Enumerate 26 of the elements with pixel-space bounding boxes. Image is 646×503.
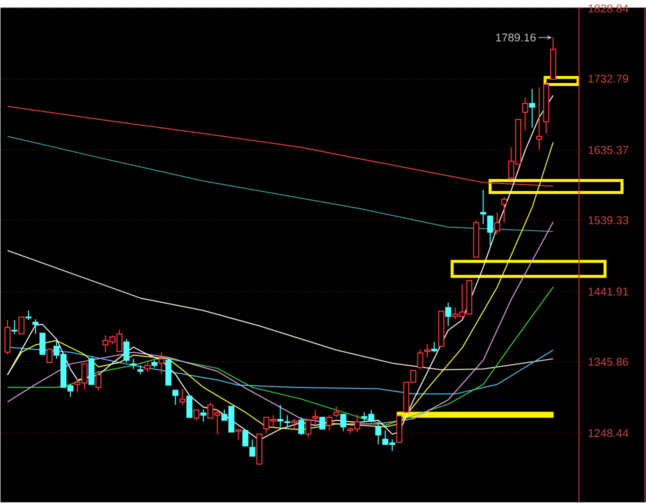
candlestick <box>522 97 528 132</box>
candlestick <box>445 302 452 327</box>
y-tick-label: 1248.44 <box>588 429 628 438</box>
line-series <box>7 250 554 370</box>
candlestick <box>543 82 550 134</box>
candlestick <box>529 88 536 128</box>
y-tick-label: 1635.37 <box>588 146 628 154</box>
y-tick-label: 1539.33 <box>588 216 628 224</box>
line-series <box>7 136 554 232</box>
y-tick-label: 1345.86 <box>588 358 628 366</box>
y-tick-label: 1441.91 <box>588 288 628 296</box>
candlestick <box>536 86 542 150</box>
y-tick-label: 1732.79 <box>588 74 628 83</box>
candlestick <box>305 418 312 438</box>
candlestick <box>501 196 508 224</box>
candlestick <box>424 344 430 358</box>
candlestick <box>375 421 382 446</box>
candlestick <box>326 414 332 432</box>
candlestick <box>200 408 206 422</box>
candlestick <box>480 189 486 225</box>
candlestick <box>312 410 318 425</box>
candlestick <box>158 352 164 375</box>
line-series <box>7 95 554 441</box>
annotation: 1789.16 <box>496 34 536 42</box>
line-series <box>7 286 554 426</box>
line-series <box>7 106 554 187</box>
